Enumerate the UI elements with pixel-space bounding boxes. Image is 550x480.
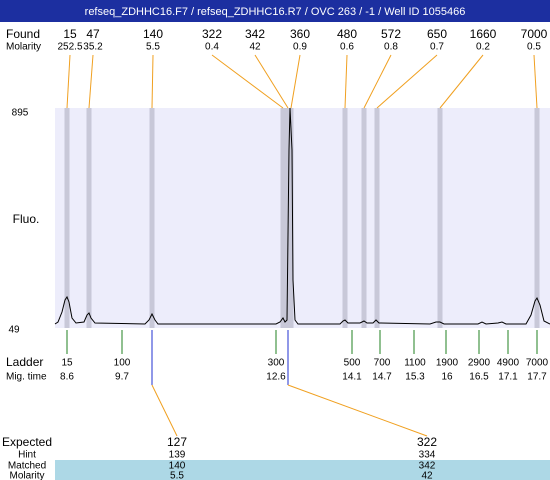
matched-size: 140	[169, 461, 186, 472]
ladder-label: Ladder	[6, 355, 43, 369]
found-size: 322	[202, 27, 222, 41]
ladder-size: 1900	[436, 358, 459, 369]
expected-connector	[287, 384, 428, 437]
ladder-size: 300	[268, 358, 285, 369]
peak-connector	[439, 54, 484, 109]
found-size: 15	[63, 27, 77, 41]
found-molarity: 0.6	[340, 42, 354, 53]
found-molarity: 42	[249, 42, 261, 53]
ladder-size: 7000	[526, 358, 549, 369]
found-molarity: 0.2	[476, 42, 490, 53]
peak-connector	[66, 54, 71, 109]
found-molarity: 0.8	[384, 42, 398, 53]
found-molarity: 5.5	[146, 42, 160, 53]
found-label: Found	[6, 27, 40, 41]
trace	[54, 107, 550, 325]
found-molarity: 252.5	[57, 42, 82, 53]
peak-connector	[88, 54, 94, 109]
peak-band	[86, 108, 92, 328]
peak-connector	[533, 54, 538, 109]
found-size: 47	[86, 27, 100, 41]
peak-band	[342, 108, 348, 328]
peak-band	[288, 108, 294, 328]
peak-band	[437, 108, 443, 328]
expected-size: 322	[417, 435, 437, 449]
found-molarity: 0.7	[430, 42, 444, 53]
ladder-size: 4900	[497, 358, 520, 369]
peak-band	[374, 108, 380, 328]
ladder-size: 500	[344, 358, 361, 369]
ladder-time: 16	[441, 372, 453, 383]
found-size: 650	[427, 27, 447, 41]
found-size: 572	[381, 27, 401, 41]
peak-connector	[363, 54, 392, 109]
ladder-time: 17.7	[527, 372, 547, 383]
found-molarity: 0.4	[205, 42, 219, 53]
peak-connector	[290, 54, 301, 109]
matched-molarity: 42	[421, 471, 433, 480]
peak-connector	[151, 54, 154, 109]
expected-label: Expected	[2, 435, 52, 449]
ladder-size: 2900	[468, 358, 491, 369]
hint-size: 334	[419, 450, 436, 461]
matched-molarity: 5.5	[170, 471, 184, 480]
peak-connector	[376, 54, 438, 109]
peak-band	[280, 108, 286, 328]
ladder-time: 16.5	[469, 372, 489, 383]
matched-size: 342	[419, 461, 436, 472]
molarity-label: Molarity	[6, 42, 41, 53]
ladder-size: 100	[114, 358, 131, 369]
ladder-size: 700	[374, 358, 391, 369]
ladder-size: 15	[61, 358, 73, 369]
mig-time-label: Mig. time	[6, 372, 47, 383]
y-min-label: 49	[8, 325, 20, 336]
found-molarity: 35.2	[83, 42, 103, 53]
title: refseq_ZDHHC16.F7 / refseq_ZDHHC16.R7 / …	[85, 6, 466, 18]
ladder-time: 9.7	[115, 372, 129, 383]
ladder-time: 14.1	[342, 372, 362, 383]
y-max-label: 895	[12, 108, 29, 119]
peak-band	[534, 108, 540, 328]
peak-band	[64, 108, 70, 328]
hint-label: Hint	[18, 450, 36, 461]
peak-band	[361, 108, 367, 328]
found-size: 140	[143, 27, 163, 41]
found-molarity: 0.9	[293, 42, 307, 53]
ladder-size: 1100	[404, 358, 426, 369]
found-size: 342	[245, 27, 265, 41]
ladder-time: 14.7	[372, 372, 392, 383]
matched-highlight	[55, 460, 550, 480]
matched-label: Matched	[8, 461, 46, 472]
found-size: 360	[290, 27, 310, 41]
expected-connector	[151, 384, 178, 437]
y-axis-label: Fluo.	[13, 212, 40, 226]
ladder-time: 17.1	[498, 372, 518, 383]
found-size: 7000	[521, 27, 548, 41]
found-size: 1660	[470, 27, 497, 41]
peak-band	[149, 108, 155, 328]
peak-connector	[211, 54, 284, 109]
found-size: 480	[337, 27, 357, 41]
ladder-time: 8.6	[60, 372, 74, 383]
peak-connector	[254, 54, 289, 109]
peak-connector	[344, 54, 348, 109]
ladder-time: 15.3	[405, 372, 425, 383]
hint-size: 139	[169, 450, 186, 461]
ladder-time: 12.6	[266, 372, 286, 383]
plot-area	[55, 108, 550, 328]
title-bar	[0, 0, 550, 22]
expected-size: 127	[167, 435, 187, 449]
found-molarity: 0.5	[527, 42, 541, 53]
expected-molarity-label: Molarity	[9, 471, 44, 480]
